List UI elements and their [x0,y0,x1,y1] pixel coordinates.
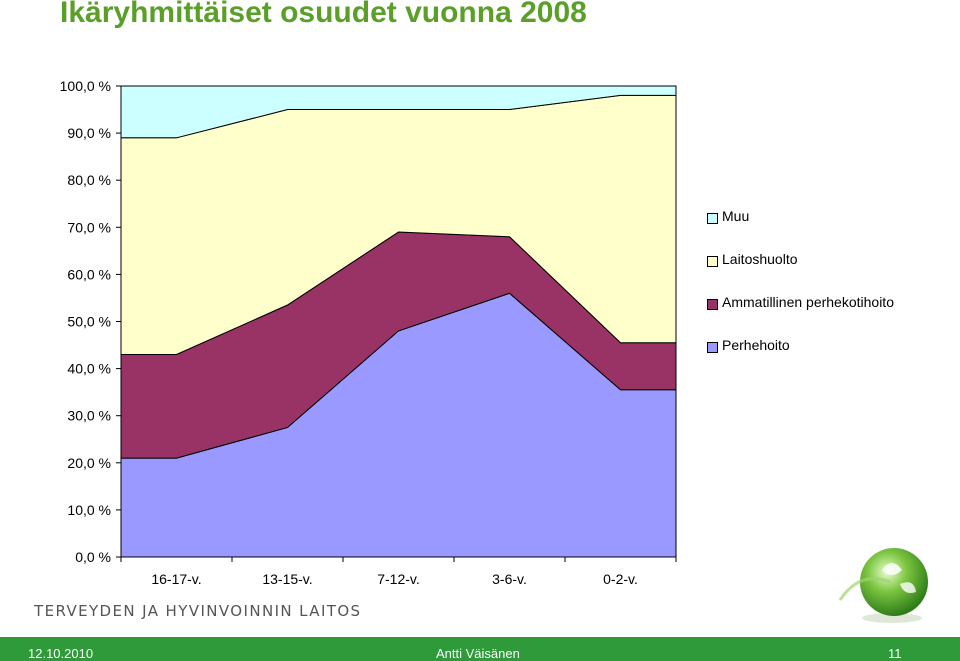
legend-swatch [707,213,718,224]
x-tick-label: 13-15-v. [262,571,312,587]
y-tick-label: 90,0 % [67,125,111,141]
page-title: Ikäryhmittäiset osuudet vuonna 2008 [60,0,587,29]
footer-date: 12.10.2010 [28,646,94,661]
y-tick-label: 0,0 % [75,549,111,565]
thl-globe-logo [838,548,928,623]
y-tick-label: 50,0 % [67,314,111,330]
stacked-area-chart: 0,0 % 10,0 % 20,0 % 30,0 % 40,0 % 50,0 % 60,0 … [60,78,677,587]
y-tick-label: 30,0 % [67,408,111,424]
y-tick-label: 20,0 % [67,455,111,471]
organization-name: TERVEYDEN JA HYVINVOINNIN LAITOS [34,602,362,620]
legend-swatch [707,342,718,353]
y-tick-label: 80,0 % [67,172,111,188]
y-tick-label: 60,0 % [67,266,111,282]
legend-label: Perhehoito [722,337,790,353]
area-series-3 [120,85,677,139]
x-tick-label: 0-2-v. [603,571,638,587]
legend-label: Ammatillinen perhekotihoito [722,294,894,310]
legend-label: Muu [722,208,750,224]
x-tick-label: 7-12-v. [377,571,420,587]
legend-swatch [707,256,718,267]
y-tick-label: 70,0 % [67,219,111,235]
legend-label: Laitoshuolto [722,251,798,267]
y-tick-label: 40,0 % [67,361,111,377]
x-tick-label: 3-6-v. [492,571,527,587]
footer-author: Antti Väisänen [436,646,520,661]
y-tick-label: 100,0 % [60,78,111,94]
y-tick-label: 10,0 % [67,502,111,518]
footer-page-number: 11 [888,646,902,661]
legend-swatch [707,299,718,310]
x-tick-label: 16-17-v. [151,571,201,587]
footer-bar: 12.10.2010 Antti Väisänen 11 [0,637,960,661]
